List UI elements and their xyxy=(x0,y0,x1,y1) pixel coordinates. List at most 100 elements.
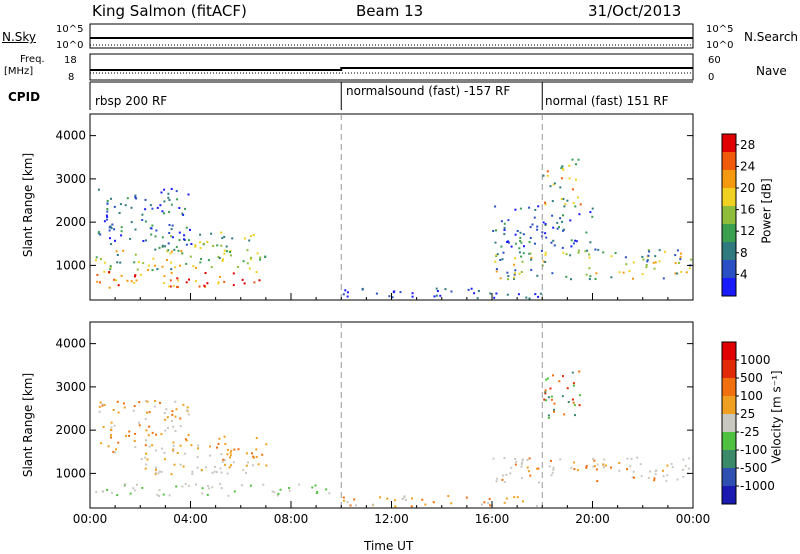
power-echo-cell xyxy=(494,205,497,208)
power-echo-cell xyxy=(473,292,476,295)
velocity-colorbar-tick-label: -25 xyxy=(740,425,760,439)
power-echo-cell xyxy=(199,261,202,264)
power-echo-cell xyxy=(171,236,174,239)
power-echo-cell xyxy=(195,280,197,283)
power-colorbar-swatch xyxy=(722,260,736,279)
power-echo-cell xyxy=(246,249,249,252)
velocity-echo-cell xyxy=(145,429,148,432)
velocity-echo-cell xyxy=(220,453,223,456)
power-echo-cell xyxy=(435,294,438,297)
power-echo-cell xyxy=(632,277,634,280)
velocity-echo-cell xyxy=(229,451,232,454)
velocity-echo-cell xyxy=(146,411,148,414)
power-echo-cell xyxy=(520,255,523,258)
velocity-echo-cell xyxy=(154,473,157,476)
velocity-colorbar-tick-label: -1000 xyxy=(740,479,775,493)
velocity-echo-cell xyxy=(570,466,573,469)
velocity-echo-cell xyxy=(99,401,102,404)
power-echo-cell xyxy=(585,231,588,234)
power-echo-cell xyxy=(181,252,184,255)
velocity-echo-cell xyxy=(325,488,328,491)
velocity-echo-cell xyxy=(573,404,576,407)
power-echo-cell xyxy=(110,243,112,246)
power-echo-cell xyxy=(595,272,598,275)
velocity-echo-cell xyxy=(502,474,505,477)
velocity-echo-cell xyxy=(273,491,276,494)
velocity-echo-cell xyxy=(520,463,523,466)
power-echo-cell xyxy=(577,158,580,161)
velocity-echo-cell xyxy=(610,466,612,469)
velocity-echo-cell xyxy=(141,486,144,489)
velocity-echo-cell xyxy=(187,413,190,416)
velocity-echo-cell xyxy=(602,463,605,466)
velocity-echo-cell xyxy=(247,461,250,464)
velocity-echo-cell xyxy=(151,444,154,447)
velocity-echo-cell xyxy=(233,490,236,493)
power-echo-cell xyxy=(168,211,171,213)
velocity-echo-cell xyxy=(516,496,519,499)
power-echo-cell xyxy=(119,261,122,264)
freq-unit-label: [MHz] xyxy=(4,66,34,77)
power-echo-cell xyxy=(185,262,188,265)
power-colorbar-swatch xyxy=(722,170,736,189)
power-echo-cell xyxy=(618,271,621,274)
power-echo-cell xyxy=(624,256,627,259)
power-echo-cell xyxy=(177,279,180,282)
velocity-ytick-label: 1000 xyxy=(55,466,86,480)
power-echo-cell xyxy=(258,279,261,282)
power-echo-cell xyxy=(120,234,123,237)
velocity-echo-cell xyxy=(184,438,187,441)
velocity-echo-cell xyxy=(155,468,157,471)
power-echo-cell xyxy=(109,237,111,240)
velocity-echo-cell xyxy=(145,463,148,466)
power-echo-cell xyxy=(192,265,195,268)
power-echo-cell xyxy=(163,188,166,191)
velocity-echo-cell xyxy=(593,459,596,462)
velocity-echo-cell xyxy=(160,470,163,473)
velocity-echo-cell xyxy=(503,501,506,504)
power-echo-cell xyxy=(494,260,497,263)
power-echo-cell xyxy=(529,237,532,239)
velocity-echo-cell xyxy=(632,470,635,473)
power-echo-cell xyxy=(122,249,125,252)
velocity-echo-cell xyxy=(593,465,596,468)
power-echo-cell xyxy=(514,233,517,236)
power-echo-cell xyxy=(151,224,154,227)
velocity-echo-cell xyxy=(164,418,167,421)
power-echo-cell xyxy=(556,221,559,224)
velocity-echo-cell xyxy=(209,454,212,457)
velocity-echo-cell xyxy=(227,448,229,451)
velocity-echo-cell xyxy=(201,492,204,495)
velocity-echo-cell xyxy=(179,463,182,466)
velocity-colorbar-tick-label: -100 xyxy=(740,443,767,457)
power-echo-cell xyxy=(577,196,579,199)
velocity-echo-cell xyxy=(170,473,173,476)
power-echo-cell xyxy=(506,271,509,274)
power-echo-cell xyxy=(570,278,572,281)
power-echo-cell xyxy=(674,254,677,257)
velocity-colorbar-tick-label: 500 xyxy=(740,371,763,385)
velocity-echo-cell xyxy=(197,447,199,450)
velocity-echo-cell xyxy=(162,493,165,496)
power-echo-cell xyxy=(361,287,364,290)
velocity-echo-cell xyxy=(182,465,185,468)
power-echo-cell xyxy=(206,282,209,285)
power-echo-cell xyxy=(507,219,510,222)
power-echo-cell xyxy=(514,269,517,272)
power-echo-cell xyxy=(249,235,252,238)
power-echo-cell xyxy=(178,231,181,234)
power-echo-cell xyxy=(679,256,682,259)
power-echo-cell xyxy=(115,279,118,282)
velocity-echo-cell xyxy=(288,487,291,489)
power-echo-cell xyxy=(529,252,532,255)
velocity-echo-cell xyxy=(98,410,101,413)
power-colorbar-tick-label: 20 xyxy=(740,181,755,195)
xtick-label: 08:00 xyxy=(274,512,309,526)
velocity-echo-cell xyxy=(134,446,137,449)
velocity-echo-cell xyxy=(215,471,218,474)
power-echo-cell xyxy=(243,237,246,240)
velocity-echo-cell xyxy=(249,484,252,487)
power-echo-cell xyxy=(161,210,164,213)
velocity-echo-cell xyxy=(157,495,160,497)
power-echo-cell xyxy=(172,284,175,287)
